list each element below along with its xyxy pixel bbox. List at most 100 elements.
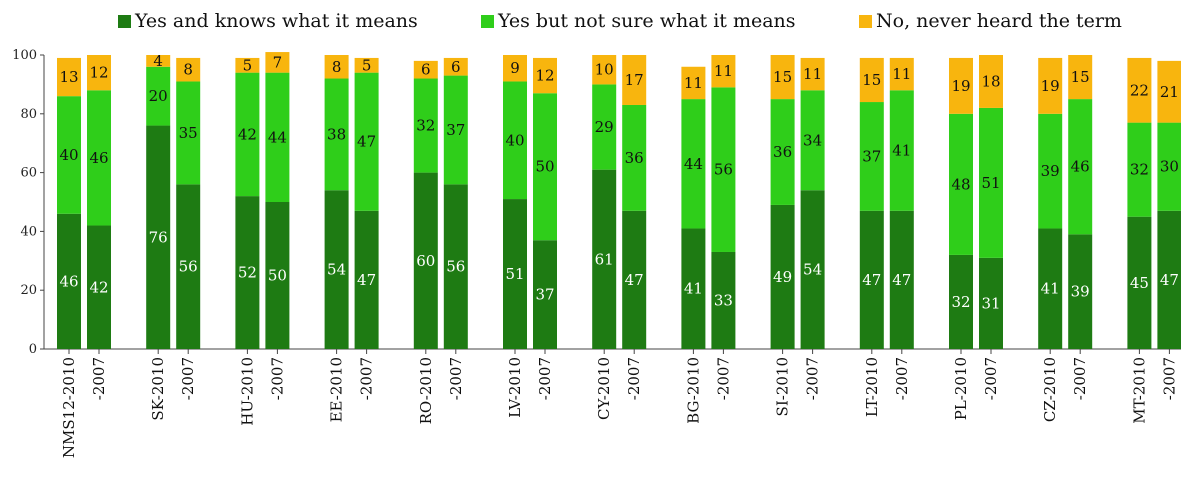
x-category-label: RO-2010 — [417, 357, 435, 424]
x-category-label: -2007 — [1160, 357, 1178, 400]
data-label: 38 — [327, 125, 346, 143]
x-category-label: BG-2010 — [684, 357, 702, 424]
bar-segment — [1157, 60, 1181, 123]
data-label: 47 — [357, 133, 376, 151]
legend-item: No, never heard the term — [859, 10, 1122, 32]
data-label: 6 — [421, 61, 431, 79]
data-label: 40 — [59, 146, 78, 164]
data-label: 42 — [238, 125, 257, 143]
bar-segment — [1068, 234, 1093, 349]
data-label: 20 — [149, 87, 168, 105]
data-label: 49 — [773, 268, 792, 286]
bar-segment — [87, 90, 111, 226]
data-label: 54 — [327, 261, 346, 279]
x-category-label: PL-2010 — [952, 357, 970, 420]
x-category-label: CY-2010 — [595, 357, 613, 420]
bar-segment — [1068, 99, 1093, 235]
x-category-label: -2007 — [358, 357, 376, 400]
bar-segment — [503, 81, 527, 200]
bar-segment — [1127, 122, 1152, 217]
bar-segment — [354, 57, 379, 73]
bar-stack: 47 37 15 — [859, 57, 884, 349]
bar-stack: 42 46 12 — [87, 55, 111, 349]
data-label: 45 — [1130, 274, 1149, 292]
data-label: 42 — [89, 278, 108, 296]
data-label: 15 — [1071, 68, 1090, 86]
bar-segment — [443, 75, 468, 185]
bar-segment — [324, 190, 349, 349]
data-label: 39 — [1041, 162, 1060, 180]
bar-segment — [859, 57, 884, 103]
bar-segment — [443, 184, 468, 349]
bar-segment — [711, 55, 736, 88]
bar-segment — [354, 72, 379, 211]
bar-segment — [57, 96, 81, 214]
data-label: 41 — [684, 280, 703, 298]
bar-segment — [859, 210, 884, 349]
data-label: 11 — [714, 62, 733, 80]
bar-segment — [1127, 57, 1152, 123]
x-category-label: -2007 — [1071, 357, 1089, 400]
data-label: 18 — [981, 72, 1000, 90]
bar-segment — [592, 55, 617, 85]
data-label: 4 — [153, 52, 163, 70]
bar-stack: 47 36 17 — [622, 55, 647, 349]
bar-segment — [949, 57, 973, 114]
bar-segment — [265, 52, 290, 73]
bar-segment — [176, 81, 201, 185]
bar-stack: 50 44 7 — [265, 52, 290, 349]
bar-segment — [889, 90, 914, 211]
x-category-label: -2007 — [893, 357, 911, 400]
bar-segment — [800, 190, 825, 349]
bar-segment — [87, 225, 111, 349]
bar-segment — [503, 55, 527, 82]
legend-swatch — [859, 14, 872, 28]
bar-stack: 33 56 11 — [711, 55, 736, 349]
data-label: 37 — [862, 147, 881, 165]
bar-stack: 54 38 8 — [324, 55, 349, 349]
bar-segment — [592, 84, 617, 170]
chart-legend: Yes and knows what it means Yes but not s… — [0, 0, 1181, 40]
bar-segment — [1038, 228, 1063, 349]
bar-segment — [235, 72, 260, 197]
bar-segment — [622, 210, 647, 349]
bar-segment — [622, 104, 647, 211]
data-label: 32 — [416, 117, 435, 135]
bar-segment — [1038, 57, 1063, 114]
data-label: 22 — [1130, 81, 1149, 99]
x-category-label: EE-2010 — [328, 357, 346, 422]
bar-segment — [176, 57, 201, 82]
bar-segment — [413, 78, 438, 173]
x-category-label: LV-2010 — [506, 357, 524, 418]
bar-segment — [979, 257, 1003, 349]
bar-segment — [235, 196, 260, 349]
data-label: 47 — [862, 271, 881, 289]
bar-segment — [503, 199, 527, 349]
bar-segment — [949, 113, 973, 255]
bar-segment — [324, 55, 349, 79]
data-label: 12 — [89, 64, 108, 82]
bar-stack: 56 35 8 — [176, 57, 201, 349]
data-label: 11 — [684, 74, 703, 92]
bar-segment — [57, 213, 81, 349]
data-label: 37 — [446, 121, 465, 139]
data-label: 50 — [268, 267, 287, 285]
legend-label: No, never heard the term — [876, 10, 1122, 32]
bar-segment — [146, 125, 171, 349]
data-label: 9 — [510, 59, 520, 77]
bar-stack: 45 32 22 — [1127, 57, 1152, 349]
bar-segment — [146, 55, 171, 67]
data-label: 36 — [625, 149, 644, 167]
data-label: 47 — [1160, 271, 1179, 289]
x-category-label: CZ-2010 — [1041, 357, 1059, 422]
bar-stack: 41 39 19 — [1038, 57, 1063, 349]
data-label: 5 — [362, 56, 372, 74]
bar-segment — [57, 57, 81, 97]
data-label: 33 — [714, 291, 733, 309]
bar-segment — [681, 99, 706, 229]
bar-segment — [1157, 122, 1181, 211]
data-label: 10 — [595, 61, 614, 79]
data-label: 41 — [892, 142, 911, 160]
data-label: 35 — [179, 124, 198, 142]
